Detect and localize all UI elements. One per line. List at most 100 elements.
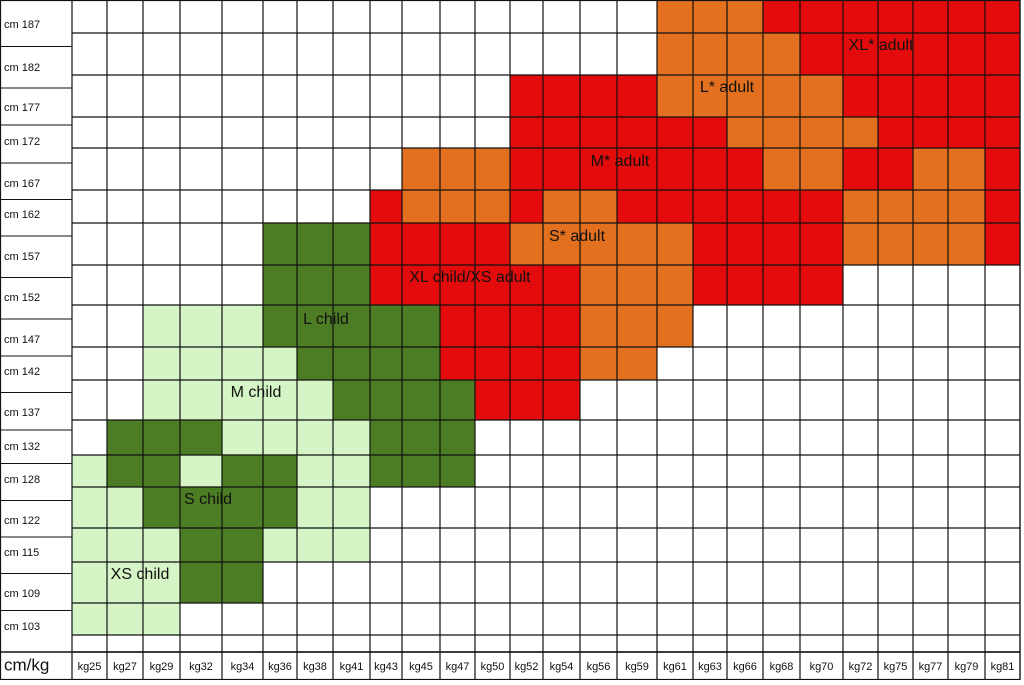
- size-cell: [222, 305, 263, 347]
- size-cell: [143, 420, 180, 455]
- size-cell: [948, 117, 985, 148]
- size-cell: [580, 117, 617, 148]
- weight-label: kg56: [587, 661, 611, 673]
- size-cell: [878, 117, 913, 148]
- size-cell: [617, 223, 657, 265]
- size-cell: [263, 223, 297, 265]
- size-cell: [693, 0, 727, 33]
- size-cell: [727, 223, 763, 265]
- size-cell: [143, 380, 180, 420]
- weight-label: kg27: [113, 661, 137, 673]
- size-cell: [222, 455, 263, 487]
- size-cell: [72, 455, 107, 487]
- size-cell: [263, 420, 297, 455]
- size-cell: [580, 190, 617, 223]
- size-cell: [913, 190, 948, 223]
- size-cell: [263, 487, 297, 528]
- height-label: cm 115: [4, 547, 39, 559]
- height-label: cm 187: [4, 19, 40, 31]
- size-cell: [263, 528, 297, 562]
- size-cell: [143, 603, 180, 635]
- size-cell: [727, 33, 763, 75]
- size-cell: [985, 190, 1020, 223]
- size-cell: [475, 190, 510, 223]
- size-cell: [657, 190, 693, 223]
- size-cell: [440, 455, 475, 487]
- size-cell: [878, 223, 913, 265]
- size-cell: [843, 148, 878, 190]
- weight-label: kg61: [663, 661, 687, 673]
- size-cell: [440, 420, 475, 455]
- size-cell: [370, 455, 402, 487]
- size-cell: [107, 562, 143, 603]
- size-cell: [617, 190, 657, 223]
- weight-label: kg47: [446, 661, 470, 673]
- size-cell: [370, 223, 402, 265]
- weight-label: kg81: [991, 661, 1015, 673]
- size-cell: [878, 75, 913, 117]
- size-cell: [297, 420, 333, 455]
- size-cell: [693, 75, 727, 117]
- labels: cm 187 cm 182 cm 177 cm 172 cm 167 cm 162 cm 1…: [4, 19, 1014, 675]
- size-cell: [913, 33, 948, 75]
- weight-label: kg66: [733, 661, 757, 673]
- size-cell: [985, 223, 1020, 265]
- size-cell: [370, 420, 402, 455]
- size-cell: [333, 223, 370, 265]
- height-label: cm 147: [4, 334, 40, 346]
- size-cell: [510, 75, 543, 117]
- size-cell: [440, 347, 475, 380]
- size-cells: [72, 0, 1020, 635]
- weight-label: kg79: [955, 661, 979, 673]
- region-label: L child: [303, 311, 349, 328]
- size-cell: [370, 380, 402, 420]
- size-cell: [763, 0, 800, 33]
- size-cell: [617, 148, 657, 190]
- size-cell: [402, 455, 440, 487]
- size-cell: [180, 305, 222, 347]
- size-cell: [985, 148, 1020, 190]
- size-cell: [263, 305, 297, 347]
- size-cell: [297, 347, 333, 380]
- size-cell: [370, 190, 402, 223]
- height-label: cm 109: [4, 588, 40, 600]
- size-cell: [510, 305, 543, 347]
- size-cell: [333, 528, 370, 562]
- size-cell: [475, 265, 510, 305]
- size-cell: [143, 455, 180, 487]
- size-cell: [843, 117, 878, 148]
- size-cell: [763, 190, 800, 223]
- size-cell: [727, 117, 763, 148]
- size-cell: [475, 223, 510, 265]
- size-cell: [800, 0, 843, 33]
- size-cell: [72, 528, 107, 562]
- size-cell: [878, 33, 913, 75]
- weight-label: kg68: [770, 661, 794, 673]
- size-cell: [333, 305, 370, 347]
- size-cell: [878, 0, 913, 33]
- weight-label: kg59: [625, 661, 649, 673]
- size-cell: [107, 603, 143, 635]
- size-cell: [333, 380, 370, 420]
- size-cell: [913, 148, 948, 190]
- size-cell: [800, 190, 843, 223]
- size-cell: [475, 380, 510, 420]
- size-cell: [693, 33, 727, 75]
- size-cell: [913, 117, 948, 148]
- size-cell: [657, 0, 693, 33]
- size-cell: [107, 420, 143, 455]
- size-cell: [693, 117, 727, 148]
- size-cell: [657, 223, 693, 265]
- height-label: cm 152: [4, 292, 40, 304]
- weight-label: kg29: [150, 661, 174, 673]
- size-cell: [510, 223, 543, 265]
- height-label: cm 132: [4, 441, 40, 453]
- size-cell: [617, 75, 657, 117]
- size-cell: [580, 347, 617, 380]
- size-cell: [727, 148, 763, 190]
- size-cell: [657, 75, 693, 117]
- size-cell: [763, 75, 800, 117]
- size-cell: [763, 117, 800, 148]
- weight-label: kg43: [374, 661, 398, 673]
